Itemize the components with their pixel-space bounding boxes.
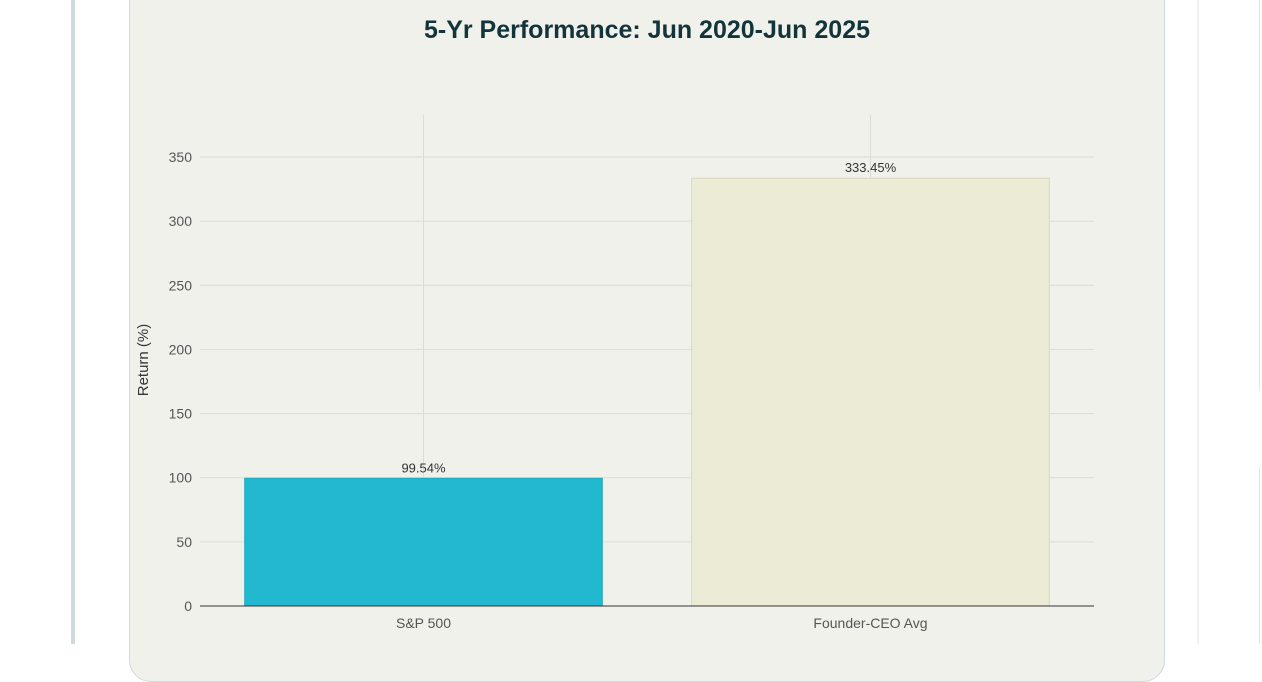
- y-tick-label: 0: [184, 598, 192, 614]
- data-label: 99.54%: [401, 460, 446, 475]
- data-label: 333.45%: [845, 160, 897, 175]
- bar: [691, 177, 1050, 607]
- y-tick-label: 250: [169, 277, 193, 293]
- right-divider: [1197, 0, 1199, 644]
- x-tick-label: S&P 500: [396, 615, 451, 631]
- y-tick-label: 100: [169, 470, 193, 486]
- x-tick-label: Founder-CEO Avg: [813, 615, 927, 631]
- left-divider: [71, 0, 75, 644]
- y-tick-label: 50: [176, 534, 192, 550]
- bar-chart: 5-Yr Performance: Jun 2020-Jun 2025 Retu…: [135, 16, 1094, 631]
- side-panel-edge: [1259, 0, 1262, 390]
- y-axis-label: Return (%): [135, 324, 152, 397]
- y-tick-label: 350: [169, 149, 193, 165]
- side-panel-edge: [1259, 465, 1262, 644]
- chart-title: 5-Yr Performance: Jun 2020-Jun 2025: [424, 16, 870, 44]
- y-tick-label: 150: [169, 406, 193, 422]
- y-tick-label: 300: [169, 213, 193, 229]
- bar: [244, 477, 603, 607]
- y-tick-label: 200: [169, 341, 193, 357]
